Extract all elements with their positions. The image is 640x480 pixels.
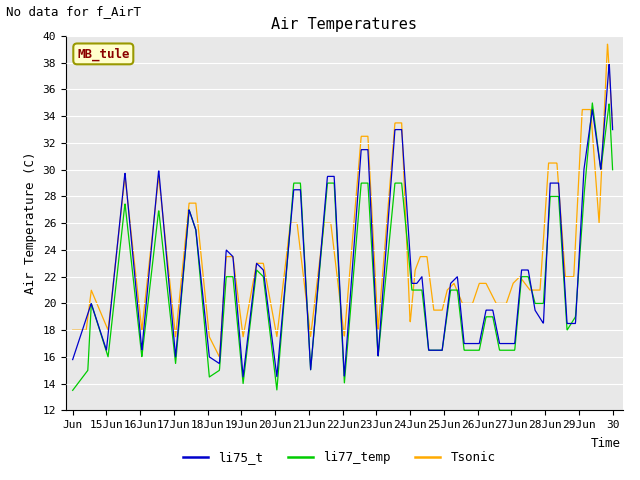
- Text: MB_tule: MB_tule: [77, 47, 129, 60]
- Title: Air Temperatures: Air Temperatures: [271, 17, 417, 32]
- Legend: li75_t, li77_temp, Tsonic: li75_t, li77_temp, Tsonic: [178, 446, 500, 469]
- Text: Time: Time: [591, 437, 621, 450]
- Text: No data for f_AirT: No data for f_AirT: [6, 5, 141, 18]
- Y-axis label: Air Temperature (C): Air Temperature (C): [24, 152, 37, 294]
